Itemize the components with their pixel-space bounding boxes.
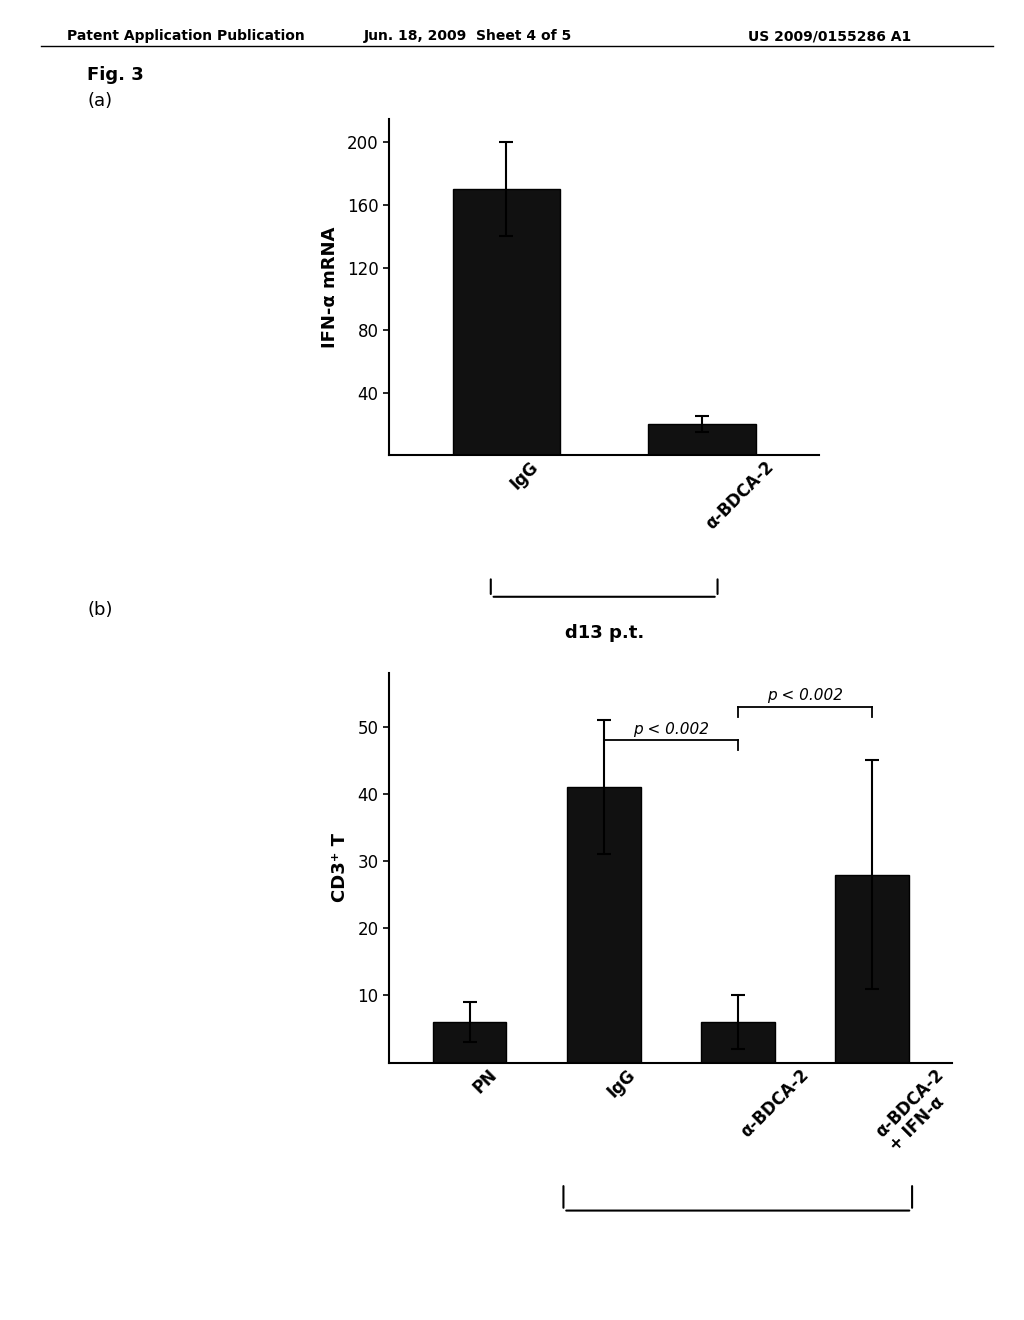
Bar <box>433 1022 507 1063</box>
Bar <box>648 424 756 455</box>
Bar <box>700 1022 774 1063</box>
Text: d13 p.t.: d13 p.t. <box>564 624 644 642</box>
Bar <box>835 875 908 1063</box>
Text: US 2009/0155286 A1: US 2009/0155286 A1 <box>748 29 910 44</box>
Text: (b): (b) <box>87 601 113 619</box>
Text: Patent Application Publication: Patent Application Publication <box>67 29 304 44</box>
Text: Fig. 3: Fig. 3 <box>87 66 143 84</box>
Y-axis label: CD3⁺ T: CD3⁺ T <box>331 833 349 903</box>
Y-axis label: IFN-α mRNA: IFN-α mRNA <box>321 227 339 347</box>
Text: p < 0.002: p < 0.002 <box>767 689 843 704</box>
Text: Jun. 18, 2009  Sheet 4 of 5: Jun. 18, 2009 Sheet 4 of 5 <box>364 29 571 44</box>
Bar <box>567 787 641 1063</box>
Text: (a): (a) <box>87 92 113 111</box>
Bar <box>453 189 560 455</box>
Text: p < 0.002: p < 0.002 <box>633 722 709 737</box>
